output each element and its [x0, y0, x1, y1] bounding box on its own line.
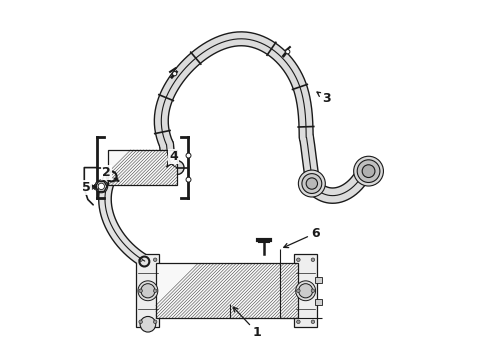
Text: 1: 1 — [233, 307, 261, 339]
Bar — [156, 263, 297, 318]
Circle shape — [296, 289, 300, 293]
Circle shape — [305, 178, 317, 189]
Bar — [315, 299, 322, 305]
Circle shape — [141, 284, 155, 298]
Text: 4: 4 — [166, 150, 178, 167]
Circle shape — [353, 156, 383, 186]
Circle shape — [301, 174, 321, 193]
Circle shape — [356, 160, 379, 183]
Text: 6: 6 — [283, 227, 319, 248]
Circle shape — [153, 289, 157, 293]
Text: 5: 5 — [82, 181, 96, 194]
Circle shape — [98, 183, 104, 190]
Circle shape — [296, 258, 300, 261]
Circle shape — [138, 281, 158, 301]
Circle shape — [172, 72, 177, 76]
Circle shape — [139, 320, 142, 324]
Circle shape — [285, 50, 289, 54]
Circle shape — [139, 289, 142, 293]
Circle shape — [185, 177, 191, 182]
Circle shape — [153, 320, 157, 324]
Bar — [136, 255, 159, 327]
Circle shape — [310, 258, 314, 261]
Text: 2: 2 — [102, 166, 119, 181]
Circle shape — [153, 258, 157, 261]
Circle shape — [362, 165, 374, 177]
Circle shape — [295, 281, 315, 301]
Circle shape — [296, 320, 300, 324]
Bar — [108, 150, 177, 185]
Bar — [293, 255, 317, 327]
Circle shape — [310, 320, 314, 324]
Circle shape — [185, 153, 191, 158]
Circle shape — [140, 316, 155, 332]
Circle shape — [298, 284, 312, 298]
Circle shape — [139, 258, 142, 261]
Circle shape — [95, 180, 107, 193]
Text: 3: 3 — [316, 92, 330, 105]
Circle shape — [310, 289, 314, 293]
Bar — [315, 277, 322, 283]
Circle shape — [298, 170, 325, 197]
